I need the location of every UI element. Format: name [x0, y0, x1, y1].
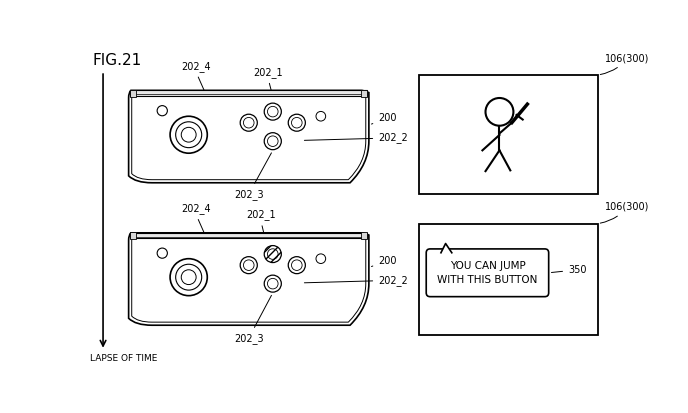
- Bar: [130, 90, 367, 96]
- Text: 202_1: 202_1: [253, 67, 283, 94]
- Circle shape: [181, 127, 196, 142]
- Circle shape: [181, 270, 196, 285]
- Text: 106(300): 106(300): [600, 53, 649, 74]
- Circle shape: [175, 264, 202, 290]
- Circle shape: [316, 112, 325, 121]
- Text: FIG.21: FIG.21: [92, 53, 142, 69]
- PathPatch shape: [441, 244, 452, 253]
- Text: 106(300): 106(300): [600, 202, 649, 223]
- Text: 202_2: 202_2: [304, 275, 408, 286]
- Circle shape: [316, 254, 325, 263]
- Text: 350: 350: [552, 265, 587, 275]
- Circle shape: [264, 103, 281, 120]
- Circle shape: [264, 133, 281, 150]
- Bar: [419, 223, 597, 335]
- Text: 202_2: 202_2: [304, 133, 408, 143]
- Circle shape: [264, 246, 281, 263]
- Circle shape: [240, 114, 257, 131]
- Circle shape: [288, 114, 305, 131]
- Bar: [361, 90, 367, 97]
- PathPatch shape: [129, 233, 369, 325]
- Bar: [130, 232, 136, 239]
- Text: 202_3: 202_3: [234, 153, 272, 199]
- Text: 202_1: 202_1: [246, 209, 276, 238]
- PathPatch shape: [129, 90, 369, 183]
- Bar: [130, 90, 136, 97]
- Bar: [130, 233, 367, 238]
- Circle shape: [288, 256, 305, 274]
- Circle shape: [157, 106, 167, 116]
- Circle shape: [170, 259, 207, 296]
- Circle shape: [240, 256, 257, 274]
- Circle shape: [157, 248, 167, 258]
- Text: YOU CAN JUMP
WITH THIS BUTTON: YOU CAN JUMP WITH THIS BUTTON: [438, 261, 537, 285]
- Text: 202_4: 202_4: [181, 61, 211, 91]
- Text: 200: 200: [372, 113, 397, 124]
- Text: LAPSE OF TIME: LAPSE OF TIME: [90, 354, 158, 363]
- Text: 202_4: 202_4: [181, 203, 211, 233]
- Circle shape: [175, 122, 202, 148]
- Circle shape: [264, 275, 281, 292]
- Text: 202_3: 202_3: [234, 295, 272, 344]
- Circle shape: [486, 98, 513, 126]
- FancyBboxPatch shape: [427, 249, 548, 297]
- Bar: [419, 75, 597, 195]
- Text: 200: 200: [372, 256, 397, 266]
- Circle shape: [170, 116, 207, 153]
- Bar: [361, 232, 367, 239]
